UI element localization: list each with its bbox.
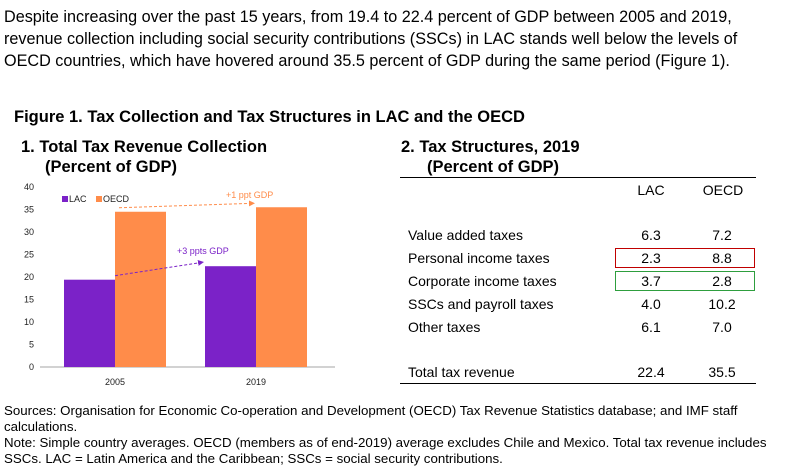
row-oecd-other: 7.0 (712, 319, 732, 335)
chart-annotations: +3 ppts GDP +1 ppt GDP (114, 190, 273, 277)
row-lac-sscs: 4.0 (641, 296, 661, 312)
note-text: Note: Simple country averages. OECD (mem… (4, 435, 767, 466)
panel1-subtitle: (Percent of GDP) (45, 158, 178, 176)
bar-oecd-2005 (115, 211, 166, 367)
row-label-other: Other taxes (408, 319, 481, 335)
panel1-title: 1. Total Tax Revenue Collection (21, 138, 268, 156)
row-label-corporate-income: Corporate income taxes (408, 273, 557, 289)
y-tick-label: 25 (24, 250, 34, 260)
highlight-box-corporate-income (615, 271, 755, 291)
bar-lac-2019 (205, 266, 256, 367)
table-bottom-rule (400, 383, 756, 384)
row-lac-personal-income: 2.3 (641, 250, 661, 266)
row-oecd-corporate-income: 2.8 (712, 273, 732, 289)
row-oecd-vat: 7.2 (712, 227, 732, 243)
legend-label-oecd: OECD (103, 194, 130, 204)
row-oecd-total: 35.5 (708, 364, 736, 380)
tax-revenue-chart: 0 5 10 15 20 25 30 35 40 2005 2019 LAC OECD +3 ppt… (24, 182, 335, 387)
oecd-change-arrow (118, 200, 255, 209)
col-header-oecd: OECD (702, 182, 744, 198)
row-oecd-sscs: 10.2 (708, 296, 736, 312)
y-tick-label: 10 (24, 317, 34, 327)
bar-lac-2005 (64, 279, 115, 367)
row-lac-total: 22.4 (637, 364, 665, 380)
y-tick-label: 40 (24, 182, 34, 192)
notes-block: Sources: Organisation for Economic Co-op… (4, 403, 784, 467)
row-label-personal-income: Personal income taxes (408, 250, 550, 266)
figure-title: Figure 1. Tax Collection and Tax Structu… (14, 108, 525, 126)
y-tick-label: 0 (29, 362, 34, 372)
oecd-change-label: +1 ppt GDP (226, 190, 273, 200)
row-lac-corporate-income: 3.7 (641, 273, 661, 289)
intro-paragraph: Despite increasing over the past 15 year… (4, 8, 738, 70)
panel2-subtitle: (Percent of GDP) (427, 158, 560, 176)
row-label-total: Total tax revenue (408, 364, 515, 380)
legend-swatch-lac (62, 196, 68, 202)
row-label-sscs: SSCs and payroll taxes (408, 296, 554, 312)
y-tick-label: 5 (29, 340, 34, 350)
y-tick-label: 20 (24, 272, 34, 282)
bar-oecd-2019 (256, 207, 307, 367)
chart-legend: LAC OECD (62, 194, 130, 204)
x-axis-ticks: 2005 2019 (105, 377, 266, 387)
legend-label-lac: LAC (69, 194, 87, 204)
y-tick-label: 15 (24, 295, 34, 305)
row-oecd-personal-income: 8.8 (712, 250, 732, 266)
sources-text: Sources: Organisation for Economic Co-op… (4, 403, 738, 434)
lac-change-label: +3 ppts GDP (177, 246, 229, 256)
panel2-header-rule (400, 177, 756, 178)
row-label-vat: Value added taxes (408, 227, 523, 243)
legend-swatch-oecd (96, 196, 102, 202)
col-header-lac: LAC (637, 182, 665, 198)
y-axis-ticks: 0 5 10 15 20 25 30 35 40 (24, 182, 34, 372)
row-lac-vat: 6.3 (641, 227, 661, 243)
x-tick-label: 2005 (105, 377, 125, 387)
y-tick-label: 30 (24, 227, 34, 237)
highlight-box-personal-income (615, 248, 755, 268)
bars-group (64, 207, 307, 367)
row-lac-other: 6.1 (641, 319, 661, 335)
y-tick-label: 35 (24, 205, 34, 215)
panel2-title: 2. Tax Structures, 2019 (401, 138, 580, 156)
x-tick-label: 2019 (246, 377, 266, 387)
